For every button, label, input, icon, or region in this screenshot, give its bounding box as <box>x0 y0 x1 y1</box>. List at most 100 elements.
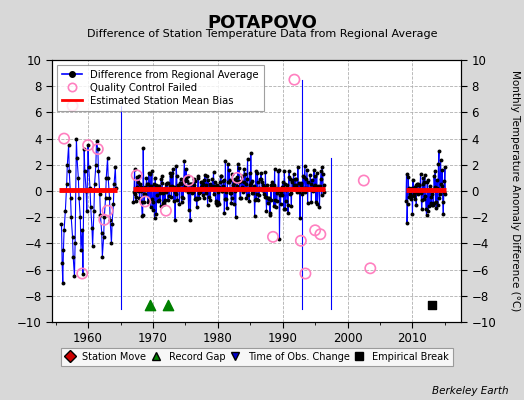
Point <box>303 166 311 173</box>
Point <box>264 200 272 206</box>
Point <box>159 190 168 196</box>
Point <box>267 182 275 188</box>
Point <box>62 181 71 188</box>
Point <box>319 185 328 192</box>
Point <box>411 184 419 190</box>
Point <box>241 171 249 177</box>
Point <box>171 216 179 223</box>
Point <box>179 195 188 202</box>
Point <box>219 183 227 190</box>
Point <box>158 200 167 206</box>
Point <box>218 188 226 194</box>
Point <box>90 181 99 188</box>
Point <box>164 197 172 204</box>
Point <box>134 188 143 194</box>
Point <box>149 207 157 214</box>
Point <box>274 168 282 174</box>
Point <box>418 197 427 203</box>
Point <box>68 234 77 240</box>
Legend: Station Move, Record Gap, Time of Obs. Change, Empirical Break: Station Move, Record Gap, Time of Obs. C… <box>61 348 453 366</box>
Point <box>277 192 286 198</box>
Point <box>138 213 146 220</box>
Point <box>184 188 192 195</box>
Point <box>59 280 67 286</box>
Point <box>282 187 291 193</box>
Point <box>408 185 416 191</box>
Point <box>72 135 81 142</box>
Point <box>100 217 108 223</box>
Point <box>267 196 276 203</box>
Point <box>407 196 416 202</box>
Point <box>315 204 324 210</box>
Point <box>409 192 418 199</box>
Point <box>407 193 415 200</box>
Point <box>275 167 283 173</box>
Point <box>105 194 114 201</box>
Point <box>248 178 257 184</box>
Point <box>428 191 436 197</box>
Point <box>180 178 188 184</box>
Point <box>140 191 149 197</box>
Point <box>440 189 448 195</box>
Point <box>167 173 175 179</box>
Point <box>279 178 287 185</box>
Point <box>132 194 140 200</box>
Point <box>417 170 425 177</box>
Point <box>68 103 77 109</box>
Point <box>229 182 237 188</box>
Point <box>225 167 233 173</box>
Point <box>139 145 147 151</box>
Point <box>291 176 300 182</box>
Point <box>189 189 197 195</box>
Point <box>241 186 249 193</box>
Point <box>288 177 297 183</box>
Point <box>194 172 203 179</box>
Point <box>266 210 274 216</box>
Point <box>112 185 120 192</box>
Point <box>272 198 281 204</box>
Point <box>205 185 213 191</box>
Text: Difference of Station Temperature Data from Regional Average: Difference of Station Temperature Data f… <box>87 29 437 39</box>
Point <box>155 197 163 203</box>
Point <box>78 227 86 234</box>
Point <box>104 175 112 181</box>
Point <box>136 183 145 190</box>
Point <box>157 180 166 186</box>
Point <box>238 184 247 191</box>
Point <box>298 186 306 193</box>
Point <box>223 178 232 185</box>
Point <box>137 188 145 194</box>
Point <box>199 181 208 187</box>
Point <box>422 212 431 218</box>
Point <box>245 185 253 192</box>
Point <box>403 201 412 207</box>
Point <box>169 166 177 172</box>
Point <box>238 173 246 179</box>
Point <box>130 189 138 195</box>
Point <box>239 189 247 195</box>
Point <box>423 179 431 185</box>
Point <box>197 178 205 185</box>
Point <box>86 185 94 192</box>
Point <box>404 174 412 180</box>
Point <box>268 183 277 189</box>
Point <box>188 190 196 196</box>
Point <box>185 181 194 187</box>
Point <box>209 183 217 189</box>
Point <box>263 182 271 188</box>
Point <box>278 184 286 190</box>
Point <box>97 230 106 236</box>
Point <box>405 194 413 200</box>
Point <box>249 184 258 190</box>
Point <box>316 231 324 238</box>
Point <box>254 178 262 185</box>
Point <box>144 181 152 188</box>
Point <box>439 198 447 205</box>
Point <box>107 240 116 246</box>
Point <box>163 179 171 186</box>
Point <box>60 135 68 142</box>
Point <box>319 171 327 177</box>
Point <box>293 164 302 170</box>
Point <box>309 188 317 194</box>
Point <box>147 204 155 210</box>
